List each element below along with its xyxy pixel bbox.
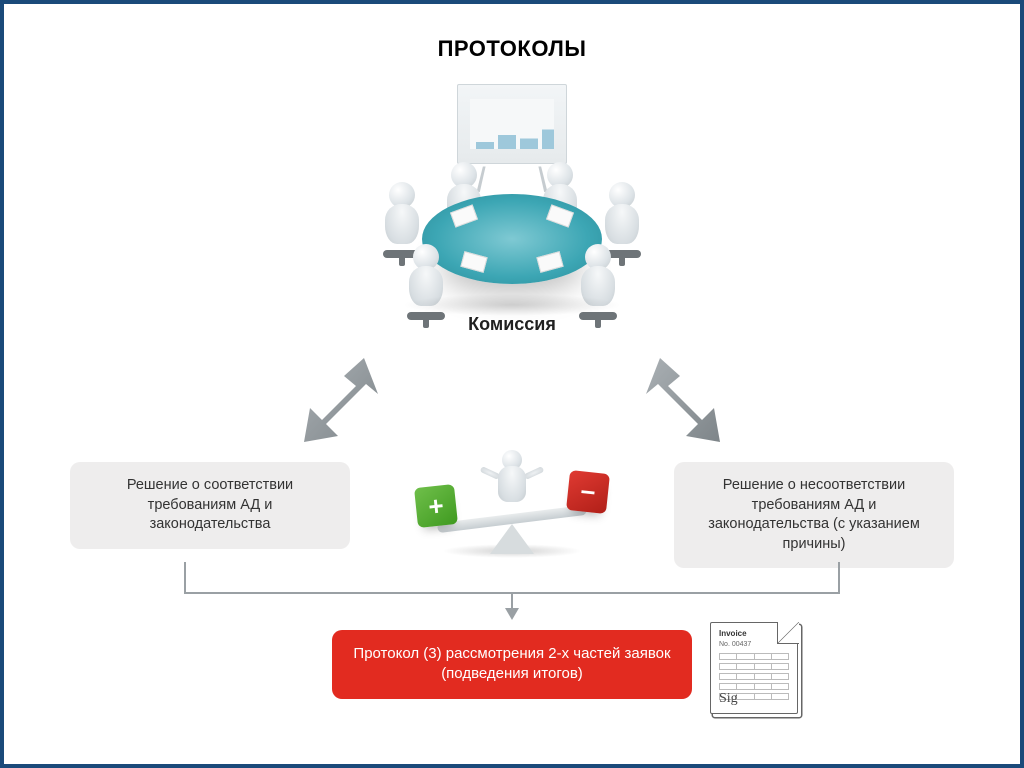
figure — [600, 182, 644, 252]
doc-signature: Sig — [719, 691, 738, 707]
shadow — [402, 294, 622, 316]
commission-illustration — [362, 84, 662, 304]
plus-cube-icon: + — [414, 484, 458, 528]
balance-scale: + − — [412, 444, 612, 554]
minus-cube-icon: − — [566, 470, 610, 514]
flipchart — [457, 84, 567, 164]
decision-right-box: Решение о несоответствии требованиям АД … — [674, 462, 954, 568]
balance-figure — [492, 450, 532, 516]
document-icon: Invoice No. 00437 Sig — [710, 622, 798, 714]
commission-label: Комиссия — [468, 314, 556, 335]
decision-left-box: Решение о соответствии требованиям АД и … — [70, 462, 350, 549]
protocol-box: Протокол (3) рассмотрения 2-х частей зая… — [332, 630, 692, 699]
doc-sub: No. 00437 — [719, 641, 751, 648]
doc-header: Invoice — [719, 629, 747, 638]
arrow-right-icon — [630, 346, 730, 446]
page-title: ПРОТОКОЛЫ — [438, 36, 587, 62]
figure — [380, 182, 424, 252]
arrow-left-icon — [294, 346, 394, 446]
flipchart-legs — [476, 166, 547, 192]
meeting-table — [422, 194, 602, 284]
bracket-connector — [184, 562, 840, 630]
